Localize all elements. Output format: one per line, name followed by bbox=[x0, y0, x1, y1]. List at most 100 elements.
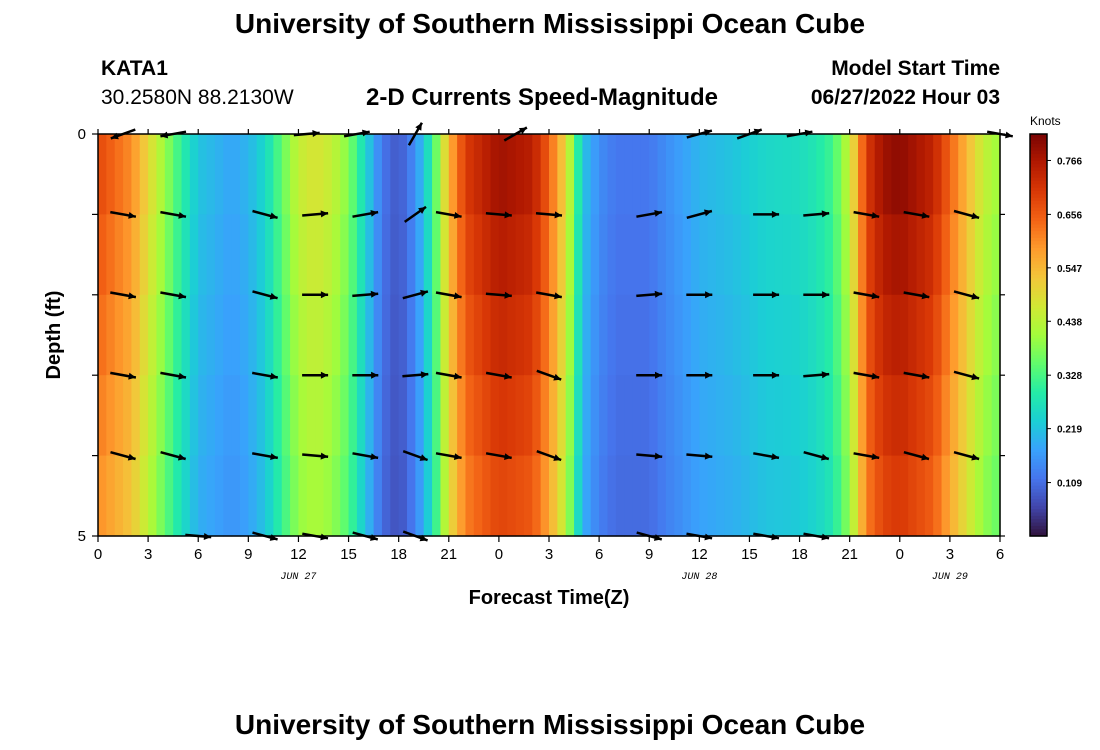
heatmap-cell bbox=[265, 455, 274, 537]
heatmap-cell bbox=[874, 134, 884, 215]
heatmap-cell bbox=[423, 375, 433, 457]
heatmap-cell bbox=[632, 134, 642, 215]
heatmap-cell bbox=[490, 294, 500, 376]
heatmap-cell bbox=[866, 134, 876, 215]
current-arrow bbox=[251, 371, 279, 380]
colorbar-segment bbox=[1030, 408, 1047, 413]
heatmap-cell bbox=[290, 455, 300, 537]
heatmap-cell bbox=[908, 375, 918, 457]
colorbar-segment bbox=[1030, 532, 1047, 537]
x-tick-label: 3 bbox=[144, 546, 152, 563]
heatmap-cell bbox=[248, 375, 258, 457]
heatmap-cell bbox=[139, 134, 149, 215]
heatmap-cell bbox=[707, 214, 717, 296]
heatmap-cell bbox=[640, 214, 650, 296]
colorbar-segment bbox=[1030, 472, 1047, 477]
heatmap-cell bbox=[248, 134, 258, 215]
heatmap-cell bbox=[549, 214, 558, 296]
heatmap-cell bbox=[98, 134, 107, 215]
colorbar-tick-label: 0.328 bbox=[1057, 371, 1082, 382]
x-tick-label: 12 bbox=[691, 546, 708, 563]
heatmap-cell bbox=[916, 375, 926, 457]
heatmap-cell bbox=[899, 214, 909, 296]
x-tick-label: 6 bbox=[996, 546, 1004, 563]
current-arrow bbox=[686, 371, 713, 379]
current-arrow bbox=[753, 291, 780, 299]
heatmap-cell bbox=[248, 214, 258, 296]
colorbar-segment bbox=[1030, 281, 1047, 286]
heatmap-cell bbox=[398, 375, 408, 457]
colorbar-segment bbox=[1030, 495, 1047, 500]
heatmap-cell bbox=[290, 214, 300, 296]
heatmap-cell bbox=[899, 134, 909, 215]
heatmap-cell bbox=[473, 294, 483, 376]
heatmap-cell bbox=[231, 455, 241, 537]
heatmap-cell bbox=[448, 214, 458, 296]
colorbar-segment bbox=[1030, 308, 1047, 313]
current-arrow bbox=[753, 371, 780, 379]
heatmap-cell bbox=[549, 134, 558, 215]
heatmap-cell bbox=[974, 294, 984, 376]
heatmap-cell bbox=[223, 214, 233, 296]
heatmap-cell bbox=[991, 375, 1001, 457]
heatmap-cell bbox=[674, 214, 684, 296]
heatmap-cell bbox=[699, 375, 709, 457]
heatmap-cell bbox=[114, 134, 124, 215]
heatmap-cell bbox=[816, 294, 826, 376]
colorbar-segment bbox=[1030, 435, 1047, 440]
heatmap-cell bbox=[716, 214, 725, 296]
heatmap-cell bbox=[348, 214, 358, 296]
heatmap-cell bbox=[574, 214, 584, 296]
heatmap-cell bbox=[281, 455, 291, 537]
heatmap-cell bbox=[340, 294, 350, 376]
heatmap-cell bbox=[231, 375, 241, 457]
heatmap-cell bbox=[407, 134, 416, 215]
heatmap-cell bbox=[924, 455, 934, 537]
heatmap-cell bbox=[749, 134, 759, 215]
x-axis-title: Forecast Time(Z) bbox=[469, 587, 630, 609]
heatmap-cell bbox=[716, 134, 725, 215]
heatmap-cell bbox=[323, 375, 333, 457]
heatmap-cell bbox=[782, 134, 792, 215]
heatmap-cell bbox=[281, 375, 291, 457]
heatmap-cell bbox=[381, 455, 391, 537]
heatmap-cell bbox=[791, 294, 801, 376]
colorbar-segment bbox=[1030, 190, 1047, 195]
heatmap-cell bbox=[507, 455, 517, 537]
heatmap-cell bbox=[549, 375, 558, 457]
heatmap-cell bbox=[640, 294, 650, 376]
heatmap-cell bbox=[265, 134, 274, 215]
heatmap-cell bbox=[649, 455, 659, 537]
heatmap-cell bbox=[131, 294, 141, 376]
heatmap-cell bbox=[298, 375, 308, 457]
heatmap-cell bbox=[724, 455, 734, 537]
x-tick-label: 18 bbox=[390, 546, 407, 563]
heatmap-cell bbox=[699, 455, 709, 537]
heatmap-cell bbox=[181, 455, 191, 537]
heatmap-cell bbox=[348, 375, 358, 457]
heatmap-cell bbox=[223, 455, 233, 537]
heatmap-cell bbox=[523, 455, 533, 537]
heatmap-cell bbox=[774, 455, 784, 537]
heatmap-cell bbox=[265, 214, 274, 296]
current-arrow bbox=[686, 452, 713, 460]
heatmap-cell bbox=[824, 375, 834, 457]
colorbar-segment bbox=[1030, 321, 1047, 326]
heatmap-cell bbox=[181, 214, 191, 296]
heatmap-cell bbox=[214, 214, 224, 296]
heatmap-cell bbox=[381, 214, 391, 296]
heatmap-cell bbox=[223, 375, 233, 457]
heatmap-cell bbox=[148, 375, 158, 457]
heatmap-cell bbox=[632, 214, 642, 296]
colorbar-segment bbox=[1030, 499, 1047, 504]
heatmap-cell bbox=[423, 134, 433, 215]
heatmap-cell bbox=[256, 214, 266, 296]
colorbar-segment bbox=[1030, 237, 1047, 242]
heatmap-cell bbox=[707, 375, 717, 457]
heatmap-cell bbox=[574, 134, 584, 215]
heatmap-cell bbox=[315, 455, 325, 537]
heatmap-cell bbox=[231, 294, 241, 376]
heatmap-cell bbox=[665, 375, 675, 457]
heatmap-cell bbox=[799, 455, 809, 537]
colorbar-segment bbox=[1030, 244, 1047, 249]
